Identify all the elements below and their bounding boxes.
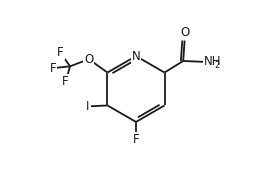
Text: O: O — [84, 53, 93, 66]
Text: 2: 2 — [215, 61, 220, 70]
Text: O: O — [180, 26, 189, 39]
Text: I: I — [86, 100, 89, 113]
Text: F: F — [50, 62, 57, 75]
Text: F: F — [62, 75, 69, 88]
Text: NH: NH — [204, 55, 221, 68]
Text: F: F — [133, 133, 139, 146]
Text: N: N — [132, 49, 140, 63]
Text: F: F — [57, 46, 64, 59]
